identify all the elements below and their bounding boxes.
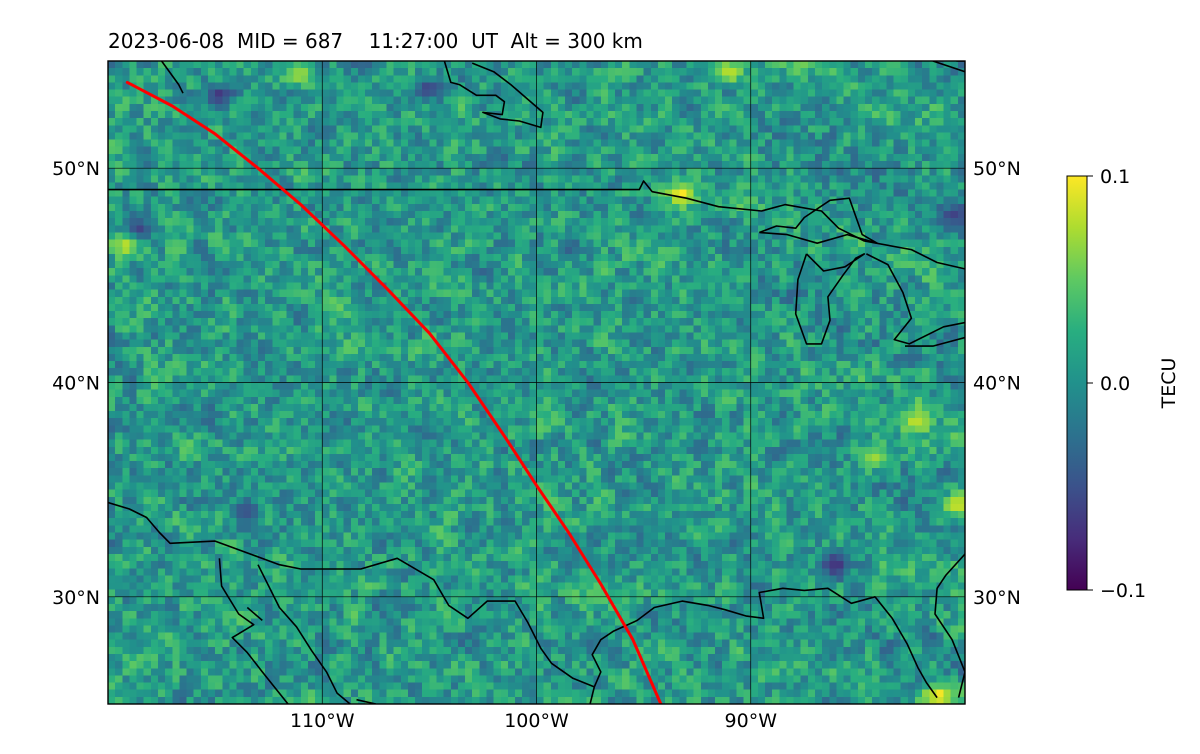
- satellite-track-line: [125, 80, 663, 704]
- lat-tick-label-right: 50°N: [973, 158, 1021, 180]
- lon-tick-label: 90°W: [725, 710, 778, 732]
- colorbar-label: TECU: [1158, 358, 1180, 410]
- coastline-segment: [589, 686, 596, 704]
- coastline-segment: [905, 336, 965, 347]
- colorbar-ticks: 0.1 0.0 −0.1: [1087, 166, 1146, 602]
- figure-title: 2023-06-08 MID = 687 11:27:00 UT Alt = 3…: [108, 29, 643, 53]
- coastlines: [108, 61, 965, 704]
- coastline-segment: [108, 501, 595, 688]
- lon-tick-label: 110°W: [290, 710, 355, 732]
- colorbar: 0.1 0.0 −0.1 TECU: [1066, 166, 1180, 602]
- coastline-segment: [257, 564, 351, 704]
- coastline-segment: [794, 253, 866, 345]
- colorbar-gradient: [1067, 176, 1087, 590]
- colorbar-tick-label: −0.1: [1100, 580, 1146, 602]
- map-gridlines: [108, 61, 965, 704]
- lat-tick-label-right: 30°N: [973, 587, 1021, 609]
- coastline-segment: [591, 587, 938, 699]
- coastline-segment: [356, 698, 376, 704]
- coastline-segment: [579, 180, 965, 270]
- map-plot-area: [108, 61, 965, 704]
- map-frame: [107, 60, 966, 705]
- coastline-segment: [160, 61, 184, 94]
- coastline-segment: [759, 197, 879, 244]
- coastline-segment: [866, 253, 965, 345]
- coastline-segment: [934, 553, 965, 698]
- colorbar-tick-label: 0.1: [1100, 166, 1130, 188]
- coastline-segment: [932, 61, 965, 73]
- coastline-segment: [443, 61, 544, 129]
- colorbar-tick-label: 0.0: [1100, 373, 1130, 395]
- lat-tick-label-left: 50°N: [52, 158, 100, 180]
- lat-tick-label-left: 40°N: [52, 373, 100, 395]
- coastline-segment: [218, 558, 289, 704]
- map-axis-labels: 110°W 100°W 90°W 50°N 50°N 40°N 40°N 30°N 30°N: [52, 158, 1021, 732]
- lon-tick-label: 100°W: [504, 710, 569, 732]
- coastline-segment: [246, 606, 263, 622]
- lat-tick-label-right: 40°N: [973, 373, 1021, 395]
- lat-tick-label-left: 30°N: [52, 587, 100, 609]
